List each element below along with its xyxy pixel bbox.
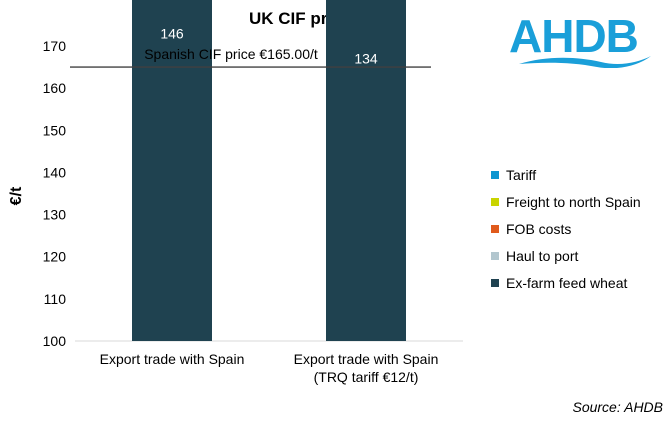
x-tick-label: (TRQ tariff €12/t) bbox=[314, 369, 419, 385]
chart-title: UK CIF price bbox=[249, 9, 351, 28]
x-tick-label: Export trade with Spain bbox=[294, 351, 439, 367]
bar-data-label: 134 bbox=[354, 51, 378, 67]
y-tick-label: 170 bbox=[43, 38, 67, 54]
y-tick-label: 100 bbox=[43, 333, 67, 349]
bar-segment-ex-farm-feed-wheat bbox=[326, 0, 406, 342]
source-note: Source: AHDB bbox=[572, 399, 663, 415]
logo-wave-icon bbox=[519, 56, 651, 69]
y-tick-label: 130 bbox=[43, 207, 67, 223]
legend-label: Haul to port bbox=[506, 248, 578, 264]
legend-swatch bbox=[491, 252, 499, 260]
y-axis-label: €/t bbox=[8, 186, 25, 205]
y-tick-label: 150 bbox=[43, 122, 67, 138]
legend-swatch bbox=[491, 171, 499, 179]
legend-swatch bbox=[491, 279, 499, 287]
legend-swatch bbox=[491, 225, 499, 233]
legend-label: Tariff bbox=[506, 167, 536, 183]
y-tick-label: 160 bbox=[43, 80, 67, 96]
reference-line-label: Spanish CIF price €165.00/t bbox=[144, 46, 318, 62]
legend-label: FOB costs bbox=[506, 221, 571, 237]
x-tick-label: Export trade with Spain bbox=[100, 351, 245, 367]
y-tick-label: 120 bbox=[43, 249, 67, 265]
legend-label: Ex-farm feed wheat bbox=[506, 275, 627, 291]
ahdb-logo: AHDB bbox=[505, 6, 655, 73]
bar-segment-ex-farm-feed-wheat bbox=[132, 0, 212, 341]
y-tick-label: 140 bbox=[43, 164, 67, 180]
legend-swatch bbox=[491, 198, 499, 206]
legend-label: Freight to north Spain bbox=[506, 194, 641, 210]
logo-text: AHDB bbox=[509, 10, 638, 62]
y-tick-label: 110 bbox=[44, 291, 67, 307]
bar-data-label: 146 bbox=[160, 25, 184, 41]
